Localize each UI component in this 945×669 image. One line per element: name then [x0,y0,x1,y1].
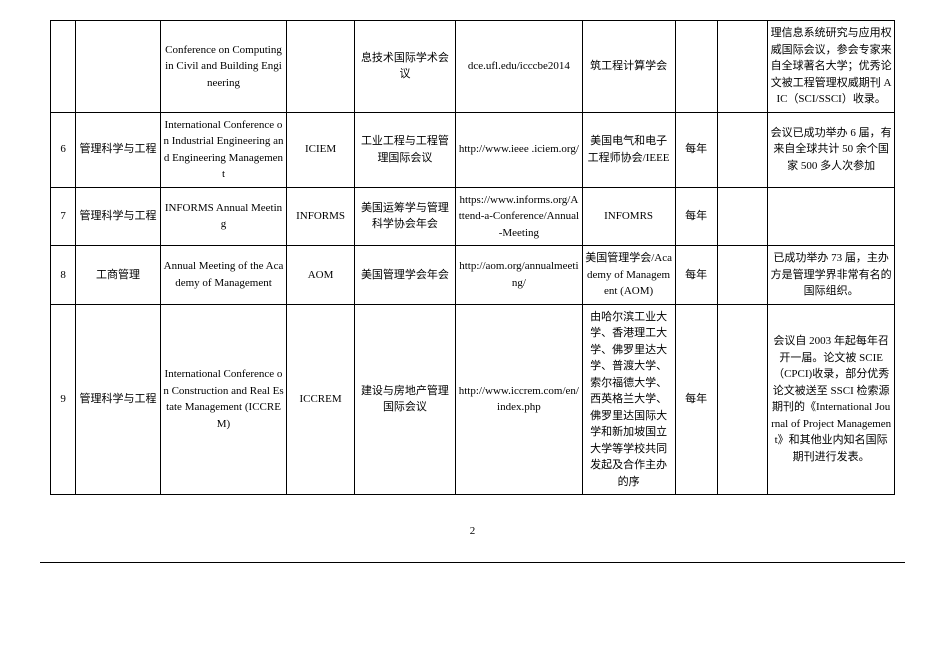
document-page: Conference on Computing in Civil and Bui… [50,20,895,563]
cell-cn: 工业工程与工程管理国际会议 [354,112,455,187]
table-row: 9 管理科学与工程 International Conference on Co… [51,304,895,495]
cell-freq: 每年 [675,246,717,305]
cell-desc: 已成功举办 73 届，主办方是管理学界非常有名的国际组织。 [768,246,895,305]
cell-cn: 建设与房地产管理国际会议 [354,304,455,495]
table-row: 6 管理科学与工程 International Conference on In… [51,112,895,187]
cell-field: 管理科学与工程 [76,112,160,187]
cell-field: 管理科学与工程 [76,187,160,246]
cell-abbr: ICCREM [287,304,355,495]
cell-empty [717,246,768,305]
cell-org: 美国管理学会/Academy of Management (AOM) [582,246,675,305]
cell-org: INFOMRS [582,187,675,246]
cell-empty [717,21,768,113]
cell-url: http://www.ieee .iciem.org/ [456,112,583,187]
cell-empty [717,112,768,187]
cell-name: Annual Meeting of the Academy of Managem… [160,246,287,305]
cell-url: https://www.informs.org/Attend-a-Confere… [456,187,583,246]
cell-desc: 会议自 2003 年起每年召开一届。论文被 SCIE（CPCI)收录，部分优秀论… [768,304,895,495]
cell-desc: 理信息系统研究与应用权威国际会议，参会专家来自全球著名大学；优秀论文被工程管理权… [768,21,895,113]
cell-name: Conference on Computing in Civil and Bui… [160,21,287,113]
cell-num [51,21,76,113]
cell-cn: 美国管理学会年会 [354,246,455,305]
cell-abbr: INFORMS [287,187,355,246]
cell-freq: 每年 [675,187,717,246]
page-number: 2 [50,525,895,537]
table-body: Conference on Computing in Civil and Bui… [51,21,895,495]
cell-abbr: AOM [287,246,355,305]
cell-cn: 息技术国际学术会议 [354,21,455,113]
cell-org: 筑工程计算学会 [582,21,675,113]
cell-field: 管理科学与工程 [76,304,160,495]
cell-abbr: ICIEM [287,112,355,187]
cell-abbr [287,21,355,113]
cell-num: 8 [51,246,76,305]
cell-freq: 每年 [675,112,717,187]
cell-desc [768,187,895,246]
cell-name: International Conference on Construction… [160,304,287,495]
cell-cn: 美国运筹学与管理科学协会年会 [354,187,455,246]
table-row: 7 管理科学与工程 INFORMS Annual Meeting INFORMS… [51,187,895,246]
footer-divider [40,562,905,563]
cell-freq [675,21,717,113]
cell-url: http://www.iccrem.com/en/index.php [456,304,583,495]
cell-name: INFORMS Annual Meeting [160,187,287,246]
cell-org: 美国电气和电子工程师协会/IEEE [582,112,675,187]
cell-org: 由哈尔滨工业大学、香港理工大学、佛罗里达大学、普渡大学、索尔福德大学、西英格兰大… [582,304,675,495]
cell-num: 7 [51,187,76,246]
cell-freq: 每年 [675,304,717,495]
table-row: Conference on Computing in Civil and Bui… [51,21,895,113]
cell-num: 9 [51,304,76,495]
conference-table: Conference on Computing in Civil and Bui… [50,20,895,495]
cell-empty [717,187,768,246]
cell-num: 6 [51,112,76,187]
cell-field [76,21,160,113]
cell-field: 工商管理 [76,246,160,305]
cell-name: International Conference on Industrial E… [160,112,287,187]
cell-empty [717,304,768,495]
cell-url: dce.ufl.edu/icccbe2014 [456,21,583,113]
table-row: 8 工商管理 Annual Meeting of the Academy of … [51,246,895,305]
cell-desc: 会议已成功举办 6 届，有来自全球共计 50 余个国家 500 多人次参加 [768,112,895,187]
cell-url: http://aom.org/annualmeeting/ [456,246,583,305]
